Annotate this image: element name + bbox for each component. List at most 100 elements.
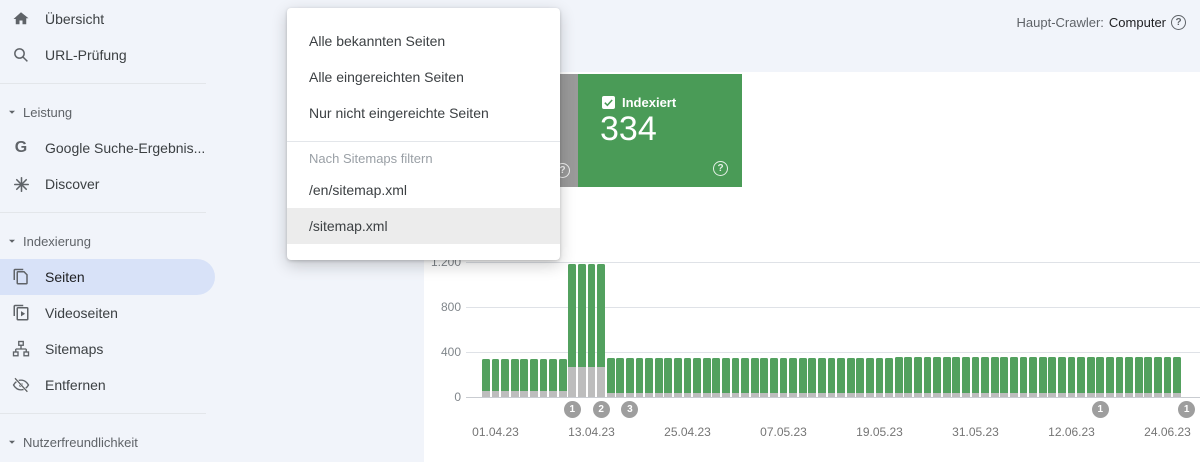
chart-bar[interactable] xyxy=(664,357,673,397)
chart-bar[interactable] xyxy=(1125,356,1133,397)
chart-bar[interactable] xyxy=(693,357,701,397)
chart-bar[interactable] xyxy=(578,264,586,397)
chart-event-marker[interactable]: 1 xyxy=(563,401,581,418)
chart-bar[interactable] xyxy=(1096,356,1105,397)
sidebar-item-url-pruefung[interactable]: URL-Prüfung xyxy=(0,37,420,73)
chart-bar[interactable] xyxy=(981,356,989,397)
chart-bar[interactable] xyxy=(510,358,519,397)
chart-bar[interactable] xyxy=(933,356,941,397)
chart-bar[interactable] xyxy=(779,357,788,397)
chart-bar[interactable] xyxy=(491,358,500,397)
chart-bar[interactable] xyxy=(1173,356,1181,397)
chart-bar[interactable] xyxy=(568,264,577,397)
chart-bar[interactable] xyxy=(1048,356,1057,397)
chart-bar[interactable] xyxy=(645,357,653,397)
chart-bar[interactable] xyxy=(894,356,903,397)
chart-bar[interactable] xyxy=(1058,356,1066,397)
chart-bar[interactable] xyxy=(674,357,682,397)
chart-bar[interactable] xyxy=(1029,356,1037,397)
indexed-help-icon[interactable]: ? xyxy=(713,161,728,176)
chart-bar[interactable] xyxy=(971,356,980,397)
chart-bar[interactable] xyxy=(1086,356,1095,397)
chart-bar[interactable] xyxy=(808,357,817,397)
chart-bar[interactable] xyxy=(606,357,615,397)
crawler-help-icon[interactable]: ? xyxy=(1171,14,1186,30)
chart-bar[interactable] xyxy=(818,357,826,397)
chart-event-marker[interactable]: 2 xyxy=(592,401,610,418)
chart-event-marker[interactable]: 3 xyxy=(621,401,639,418)
sitemap-option[interactable]: /sitemap.xml xyxy=(287,208,560,244)
indexed-summary-card[interactable]: Indexiert 334 ? xyxy=(578,74,742,187)
sidebar-item-uebersicht[interactable]: Übersicht xyxy=(0,1,420,37)
chart-bar[interactable] xyxy=(520,358,529,397)
sidebar-item-indexierung-section[interactable]: Indexierung xyxy=(0,223,420,259)
chart-bar[interactable] xyxy=(1067,356,1076,397)
chart-bar[interactable] xyxy=(1077,356,1085,397)
chart-bar[interactable] xyxy=(1038,356,1047,397)
chart-bar[interactable] xyxy=(914,356,922,397)
chart-bar[interactable] xyxy=(1154,356,1162,397)
chart-bar[interactable] xyxy=(750,357,759,397)
chart-bar[interactable] xyxy=(501,358,509,397)
chart-bar[interactable] xyxy=(952,356,961,397)
chart-bar[interactable] xyxy=(539,358,548,397)
chart-bar[interactable] xyxy=(885,357,893,397)
indexed-checkbox[interactable] xyxy=(602,96,615,109)
chart-bar[interactable] xyxy=(856,357,865,397)
chart-bar[interactable] xyxy=(990,356,999,397)
chart-bar[interactable] xyxy=(558,358,567,397)
chart-bar[interactable] xyxy=(712,357,721,397)
chart-bar[interactable] xyxy=(827,357,836,397)
chart-bar[interactable] xyxy=(616,357,625,397)
chart-bar[interactable] xyxy=(904,356,913,397)
chart-bar[interactable] xyxy=(1144,356,1153,397)
chart-bar[interactable] xyxy=(702,357,711,397)
chart-event-marker[interactable]: 1 xyxy=(1178,401,1196,418)
chart-bar[interactable] xyxy=(741,357,749,397)
chart-bar[interactable] xyxy=(1106,356,1114,397)
chart-bar[interactable] xyxy=(942,356,951,397)
chart-bar[interactable] xyxy=(798,357,807,397)
not-indexed-summary-card[interactable]: ? xyxy=(555,74,578,187)
dropdown-option[interactable]: Nur nicht eingereichte Seiten xyxy=(309,105,489,121)
chart-event-marker[interactable]: 1 xyxy=(1091,401,1109,418)
chart-bar[interactable] xyxy=(846,357,855,397)
sidebar-item-google-suche-ergebnis[interactable]: G Google Suche-Ergebnis... xyxy=(0,130,420,166)
sidebar-item-sitemaps[interactable]: Sitemaps xyxy=(0,331,420,367)
chart-bar[interactable] xyxy=(654,357,663,397)
sidebar-item-seiten[interactable]: Seiten xyxy=(0,259,215,295)
chart-bar[interactable] xyxy=(1010,356,1018,397)
chart-bar[interactable] xyxy=(530,358,538,397)
dropdown-option[interactable]: Alle eingereichten Seiten xyxy=(309,69,464,85)
chart-bar[interactable] xyxy=(1019,356,1028,397)
chart-bar[interactable] xyxy=(1163,356,1172,397)
sidebar-item-entfernen[interactable]: Entfernen xyxy=(0,367,420,403)
sidebar-item-videoseiten[interactable]: Videoseiten xyxy=(0,295,420,331)
chart-bar[interactable] xyxy=(683,357,692,397)
chart-bar[interactable] xyxy=(549,358,557,397)
chart-bar[interactable] xyxy=(722,357,730,397)
chart-bar[interactable] xyxy=(1000,356,1009,397)
crawler-value: Computer xyxy=(1108,14,1166,30)
chart-bar[interactable] xyxy=(482,358,490,397)
chart-bar[interactable] xyxy=(597,264,605,397)
chart-bar[interactable] xyxy=(789,357,797,397)
chart-bar[interactable] xyxy=(760,357,769,397)
chart-bar[interactable] xyxy=(875,357,884,397)
chart-bar[interactable] xyxy=(731,357,740,397)
chart-bar[interactable] xyxy=(587,264,596,397)
sidebar-item-leistung-section[interactable]: Leistung xyxy=(0,94,420,130)
chart-bar[interactable] xyxy=(635,357,644,397)
sidebar-item-nutzerfreundlichkeit-section[interactable]: Nutzerfreundlichkeit xyxy=(0,424,420,460)
sidebar-item-discover[interactable]: Discover xyxy=(0,166,420,202)
sitemap-option[interactable]: /en/sitemap.xml xyxy=(309,182,408,198)
chart-bar[interactable] xyxy=(866,357,874,397)
chart-bar[interactable] xyxy=(962,356,970,397)
chart-bar[interactable] xyxy=(1134,356,1143,397)
chart-bar[interactable] xyxy=(626,357,634,397)
chart-bar[interactable] xyxy=(837,357,845,397)
dropdown-option[interactable]: Alle bekannten Seiten xyxy=(309,33,446,49)
chart-bar[interactable] xyxy=(923,356,932,397)
chart-bar[interactable] xyxy=(770,357,778,397)
chart-bar[interactable] xyxy=(1115,356,1124,397)
